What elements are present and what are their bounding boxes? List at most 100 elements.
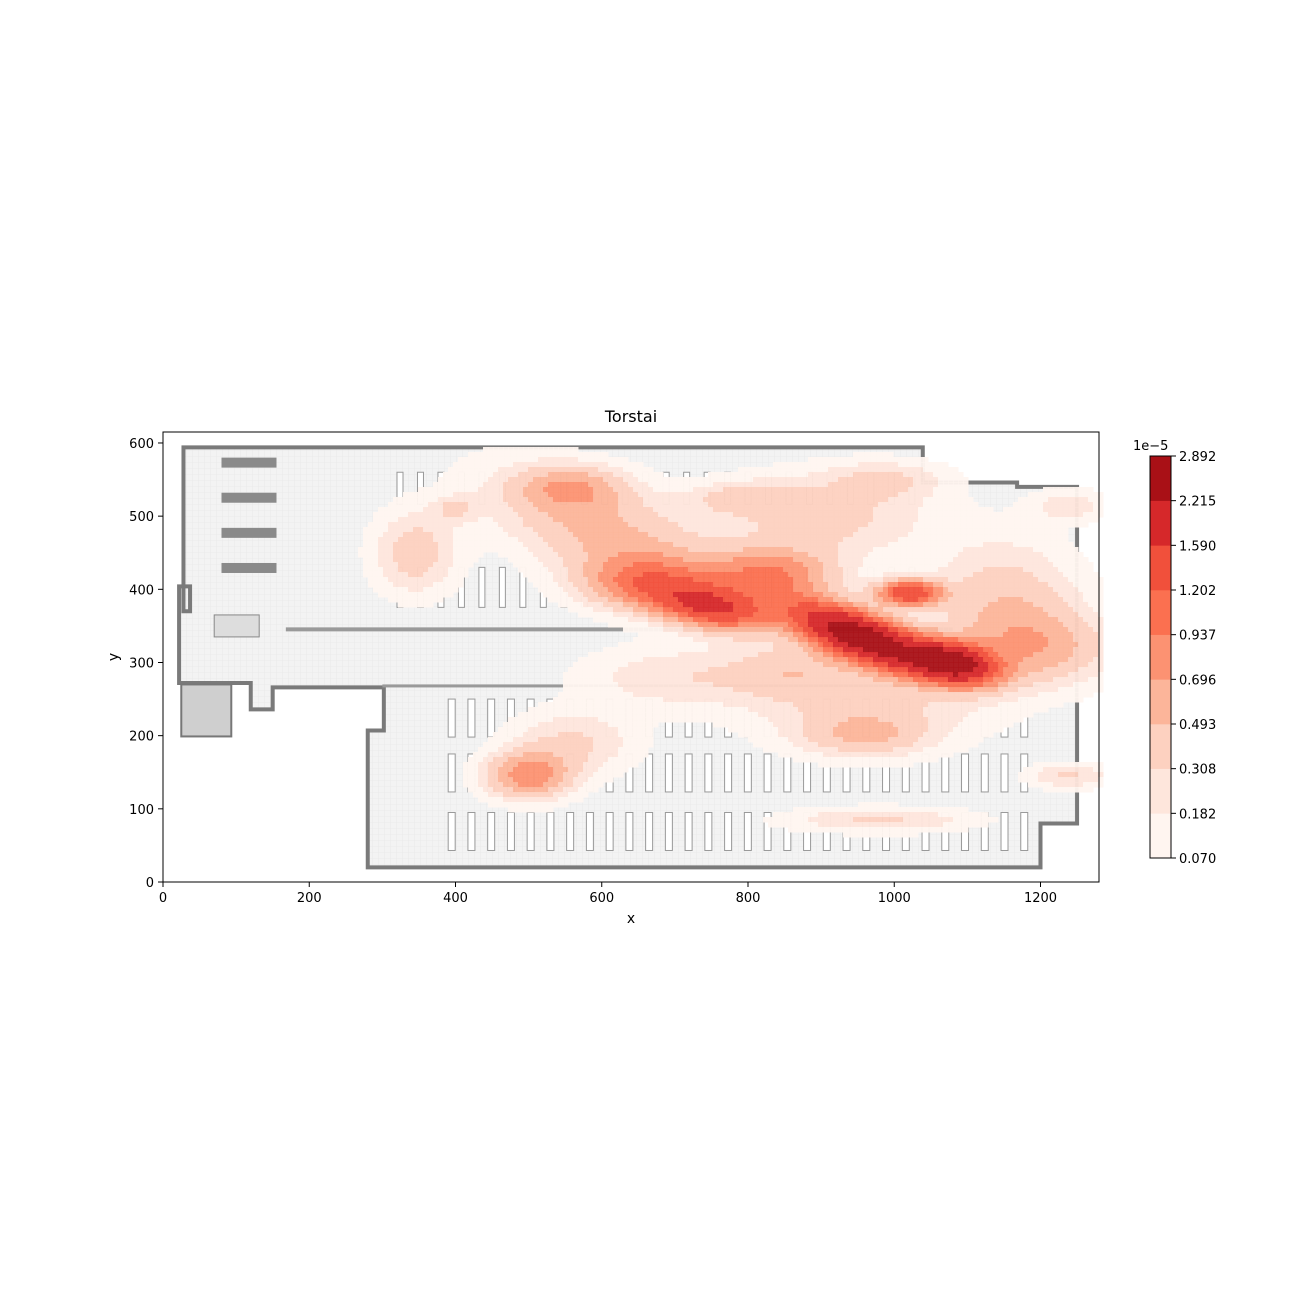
heat-cell <box>548 482 554 488</box>
heat-cell <box>683 572 689 578</box>
heat-cell <box>428 507 434 513</box>
floor-plan-shelf <box>478 566 486 608</box>
heat-cell <box>803 657 809 663</box>
heat-cell <box>698 672 704 678</box>
heat-cell <box>473 502 479 508</box>
heat-cell <box>743 482 749 488</box>
heat-cell <box>693 622 699 628</box>
heat-cell <box>818 482 824 488</box>
heat-cell <box>783 472 789 478</box>
heat-cell <box>603 512 609 518</box>
heat-cell <box>663 587 669 593</box>
heat-cell <box>433 572 439 578</box>
heat-cell <box>778 657 784 663</box>
heat-cell <box>668 672 674 678</box>
heat-cell <box>638 667 644 673</box>
heat-cell <box>858 727 864 733</box>
heat-cell <box>848 822 854 828</box>
heat-cell <box>773 497 779 503</box>
heat-cell <box>853 572 859 578</box>
heat-cell <box>743 657 749 663</box>
heat-cell <box>543 767 549 773</box>
heat-cell <box>703 717 709 723</box>
heat-cell <box>743 562 749 568</box>
heat-cell <box>608 692 614 698</box>
heat-cell <box>568 532 574 538</box>
heat-cell <box>773 637 779 643</box>
heat-cell <box>513 457 519 463</box>
heat-cell <box>828 487 834 493</box>
heat-cell <box>533 777 539 783</box>
heat-cell <box>393 597 399 603</box>
heat-cell <box>688 592 694 598</box>
heat-cell <box>633 727 639 733</box>
heat-cell <box>608 582 614 588</box>
heat-cell <box>838 477 844 483</box>
heat-cell <box>608 657 614 663</box>
heat-cell <box>408 527 414 533</box>
heat-cell <box>723 507 729 513</box>
heat-cell <box>708 602 714 608</box>
heat-cell <box>833 597 839 603</box>
heat-cell <box>848 612 854 618</box>
heat-cell <box>798 667 804 673</box>
heat-cell <box>838 597 844 603</box>
heat-cell <box>738 542 744 548</box>
heat-cell <box>538 717 544 723</box>
heat-cell <box>633 692 639 698</box>
heat-cell <box>653 497 659 503</box>
heat-cell <box>483 532 489 538</box>
heat-cell <box>608 522 614 528</box>
heat-cell <box>683 587 689 593</box>
heat-cell <box>583 742 589 748</box>
heat-cell <box>628 662 634 668</box>
heat-cell <box>558 452 564 458</box>
heat-cell <box>763 637 769 643</box>
heat-cell <box>693 562 699 568</box>
heat-cell <box>813 727 819 733</box>
heat-cell <box>833 727 839 733</box>
heat-cell <box>863 532 869 538</box>
heat-cell <box>763 712 769 718</box>
heat-cell <box>603 607 609 613</box>
heat-cell <box>638 612 644 618</box>
heat-cell <box>758 727 764 733</box>
heat-cell <box>508 477 514 483</box>
heat-cell <box>853 622 859 628</box>
heat-cell <box>798 607 804 613</box>
heat-cell <box>768 527 774 533</box>
heat-cell <box>823 472 829 478</box>
heat-cell <box>523 772 529 778</box>
heat-cell <box>503 747 509 753</box>
heat-cell <box>538 517 544 523</box>
heat-cell <box>573 547 579 553</box>
heat-cell <box>808 807 814 813</box>
heat-cell <box>673 552 679 558</box>
heat-cell <box>718 667 724 673</box>
heat-cell <box>758 617 764 623</box>
heat-cell <box>508 512 514 518</box>
heat-cell <box>538 782 544 788</box>
heat-cell <box>843 727 849 733</box>
heat-cell <box>863 557 869 563</box>
heat-cell <box>783 587 789 593</box>
heat-cell <box>733 572 739 578</box>
heat-cell <box>783 692 789 698</box>
heat-cell <box>458 562 464 568</box>
heat-cell <box>513 717 519 723</box>
heat-cell <box>763 467 769 473</box>
heat-cell <box>418 532 424 538</box>
heat-cell <box>783 622 789 628</box>
heat-cell <box>818 472 824 478</box>
heat-cell <box>533 717 539 723</box>
heat-cell <box>438 557 444 563</box>
heat-cell <box>558 502 564 508</box>
heat-cell <box>453 477 459 483</box>
heat-cell <box>808 822 814 828</box>
heat-cell <box>703 662 709 668</box>
heat-cell <box>858 667 864 673</box>
heat-cell <box>473 467 479 473</box>
floor-plan-shelf <box>546 811 555 851</box>
heat-cell <box>628 627 634 633</box>
heat-cell <box>623 577 629 583</box>
